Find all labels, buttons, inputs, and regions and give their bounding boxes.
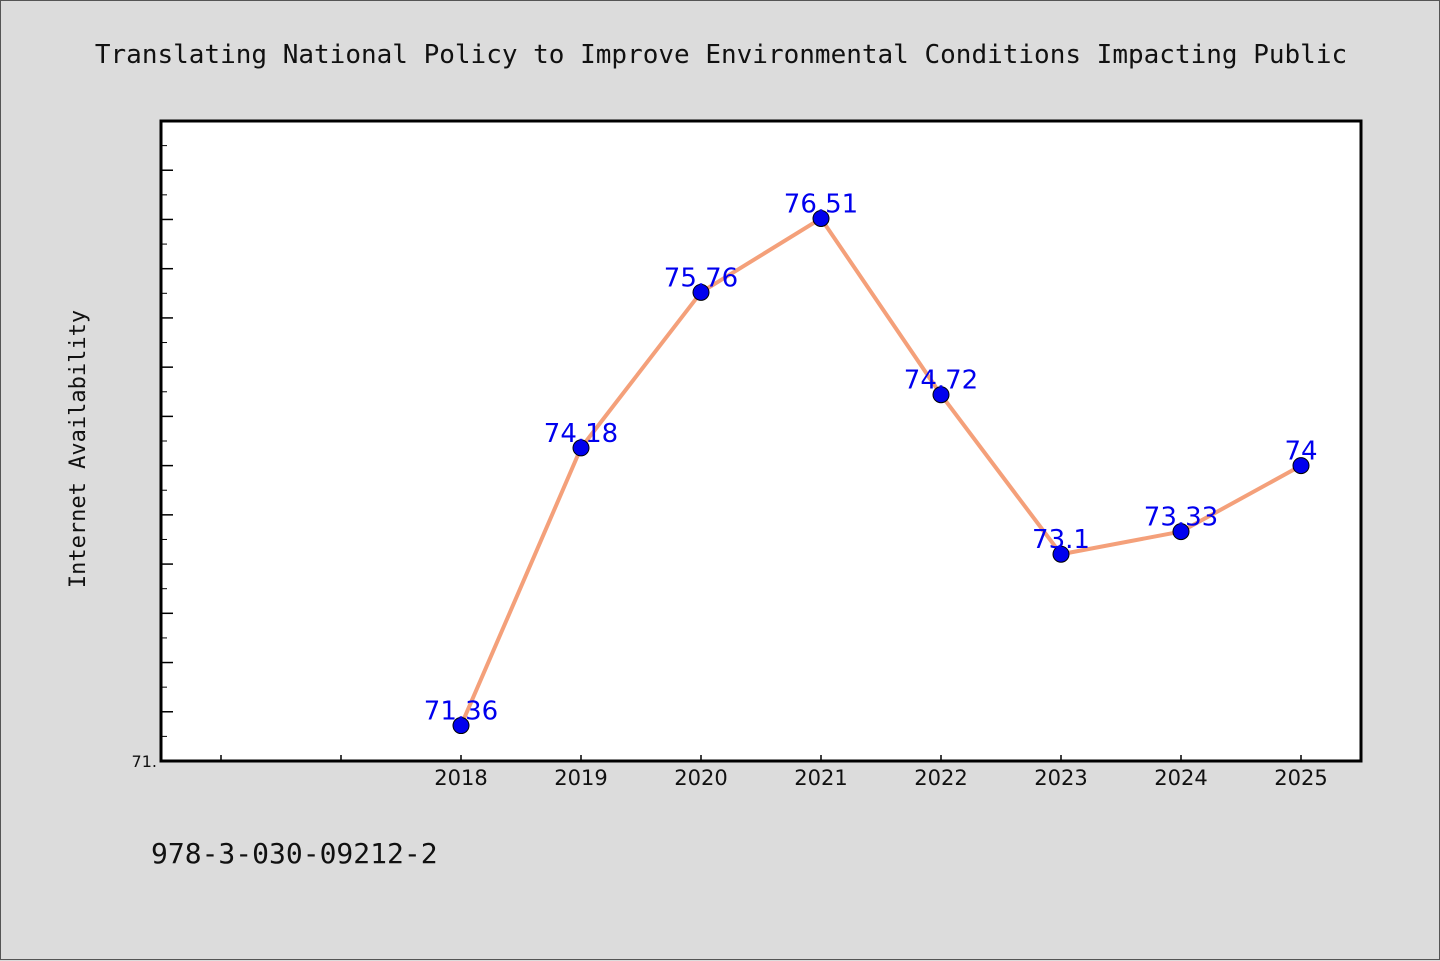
chart-title: Translating National Policy to Improve E… — [95, 40, 1347, 70]
data-label: 75.76 — [664, 263, 738, 293]
x-tick-label: 2021 — [794, 766, 847, 790]
data-point — [572, 439, 590, 457]
isbn-footer: 978-3-030-09212-2 — [151, 837, 438, 870]
data-label: 74.72 — [904, 366, 978, 396]
data-label: 74.18 — [544, 419, 618, 449]
data-point — [812, 209, 830, 227]
x-tick-label: 2018 — [434, 766, 487, 790]
data-point — [452, 717, 470, 735]
plot-area — [159, 119, 1363, 763]
x-tick-label: 2020 — [674, 766, 727, 790]
data-label: 74 — [1284, 437, 1317, 467]
data-point — [932, 386, 950, 404]
x-tick-label: 2025 — [1274, 766, 1327, 790]
x-tick-label: 2024 — [1154, 766, 1207, 790]
data-label: 76.51 — [784, 189, 858, 219]
data-label: 73.33 — [1144, 503, 1218, 533]
series-layer — [452, 209, 1310, 735]
y-axis: 71. — [132, 120, 173, 771]
data-point — [692, 283, 710, 301]
x-axis: 2018 2019 2020 2021 2022 2023 2024 2025 — [220, 755, 1328, 790]
series-line — [459, 216, 1303, 728]
data-point — [1292, 457, 1310, 475]
y-tick-label: 71. — [132, 752, 157, 771]
data-point — [1052, 545, 1070, 563]
x-tick-label: 2022 — [914, 766, 967, 790]
data-point — [1172, 523, 1190, 541]
x-tick-label: 2023 — [1034, 766, 1087, 790]
data-label: 71.36 — [424, 697, 498, 727]
data-label: 73.1 — [1032, 525, 1090, 555]
y-axis-label: Internet Availability — [66, 310, 91, 588]
data-labels: 71.36 74.18 75.76 76.51 74.72 73.1 73.33 74 — [424, 189, 1318, 726]
x-tick-label: 2019 — [554, 766, 607, 790]
